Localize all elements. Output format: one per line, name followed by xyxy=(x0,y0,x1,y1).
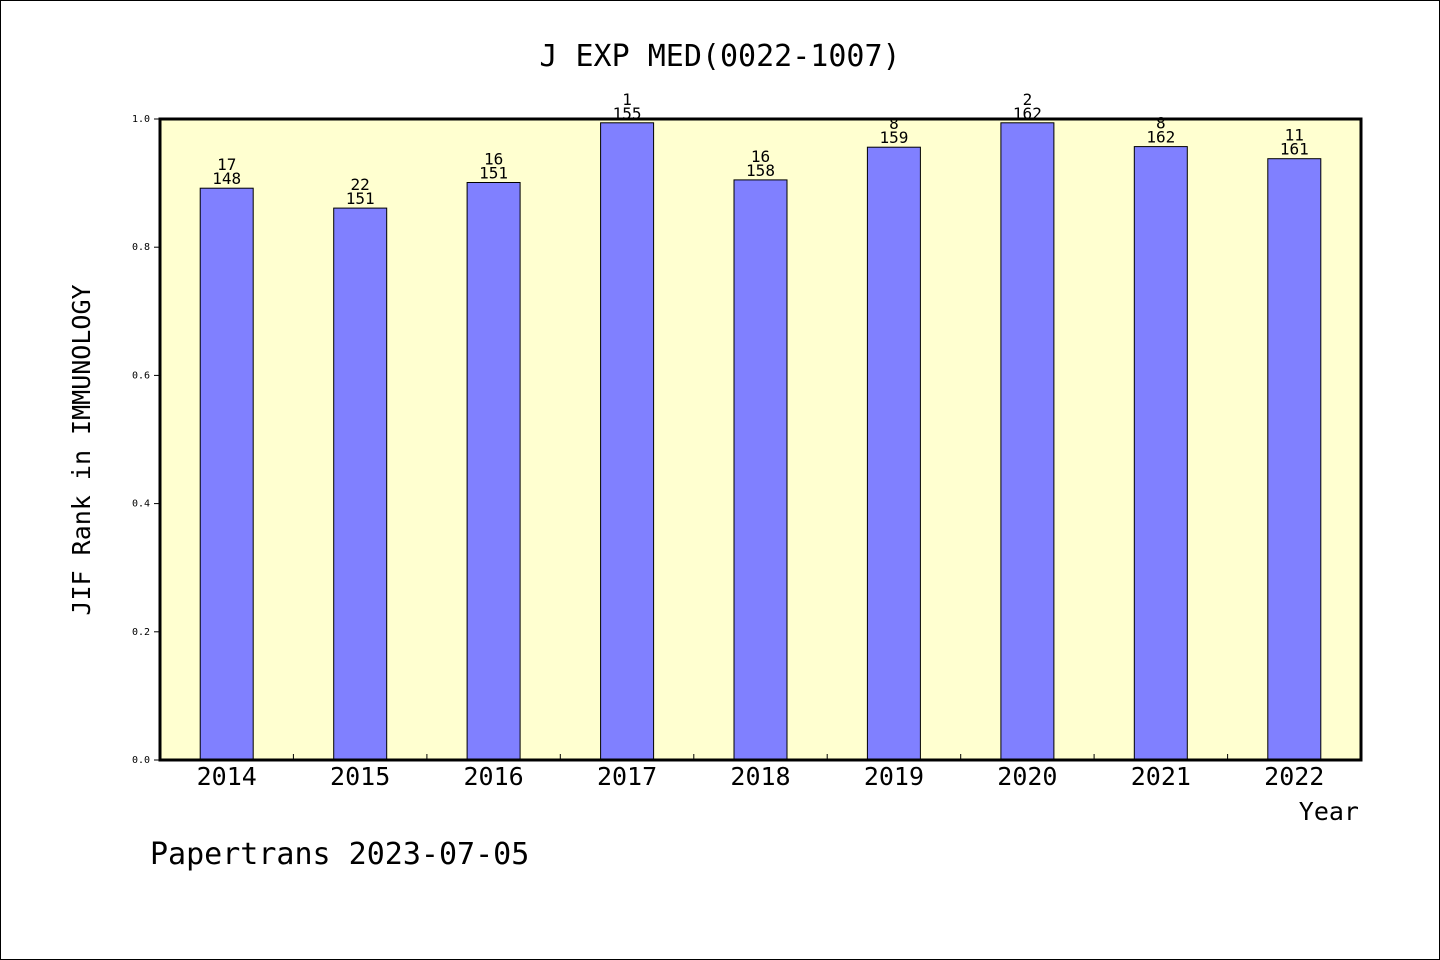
ticks-group: 2014 2015 2016 2017 2018 2019 2020 2021 2022 0.0 0… xyxy=(132,114,1324,791)
bar-label-total: 148 xyxy=(212,169,241,188)
bar-label-rank: 11 xyxy=(1285,126,1304,145)
y-tick-label: 0.4 xyxy=(132,499,150,510)
bar-label-total: 158 xyxy=(746,161,775,180)
y-tick-label: 0.2 xyxy=(132,627,150,638)
x-tick-label: 2021 xyxy=(1131,762,1191,791)
y-axis-label: JIF Rank in IMMUNOLOGY xyxy=(67,284,96,615)
bar xyxy=(1000,122,1055,761)
footer-text: Papertrans 2023-07-05 xyxy=(150,837,529,872)
bar-label-rank: 17 xyxy=(217,155,236,174)
x-tick-label: 2020 xyxy=(997,762,1057,791)
x-axis-label: Year xyxy=(1299,797,1359,826)
bar-label-total: 161 xyxy=(1280,140,1309,159)
chart-title: J EXP MED(0022-1007) xyxy=(539,39,900,74)
bar-label-rank: 16 xyxy=(484,150,503,169)
plot-border xyxy=(158,117,1363,762)
bar xyxy=(1133,146,1188,761)
bar-label-rank: 22 xyxy=(351,175,370,194)
x-tick-label: 2018 xyxy=(730,762,790,791)
bar xyxy=(600,122,655,761)
bar xyxy=(199,187,254,761)
x-tick-label: 2017 xyxy=(597,762,657,791)
y-tick-label: 0.8 xyxy=(132,242,150,253)
y-tick-label: 1.0 xyxy=(132,114,150,125)
bar-label-rank: 1 xyxy=(622,90,632,109)
bar xyxy=(466,182,521,761)
bar xyxy=(733,179,788,761)
bar xyxy=(1267,158,1322,761)
bar xyxy=(866,146,921,761)
bar-label-rank: 16 xyxy=(751,147,770,166)
bar-label-total: 162 xyxy=(1146,128,1175,147)
y-tick-label: 0.0 xyxy=(132,755,150,766)
x-tick-label: 2014 xyxy=(197,762,257,791)
bar xyxy=(333,207,388,761)
bar-label-total: 151 xyxy=(346,189,375,208)
x-tick-label: 2022 xyxy=(1264,762,1324,791)
x-tick-label: 2019 xyxy=(864,762,924,791)
bar-label-rank: 2 xyxy=(1023,90,1033,109)
x-tick-label: 2015 xyxy=(330,762,390,791)
bar-label-rank: 8 xyxy=(1156,114,1166,133)
bar-label-rank: 8 xyxy=(889,114,899,133)
bar-label-total: 151 xyxy=(479,164,508,183)
x-tick-label: 2016 xyxy=(464,762,524,791)
bar-label-total: 159 xyxy=(879,128,908,147)
y-tick-label: 0.6 xyxy=(132,370,150,381)
